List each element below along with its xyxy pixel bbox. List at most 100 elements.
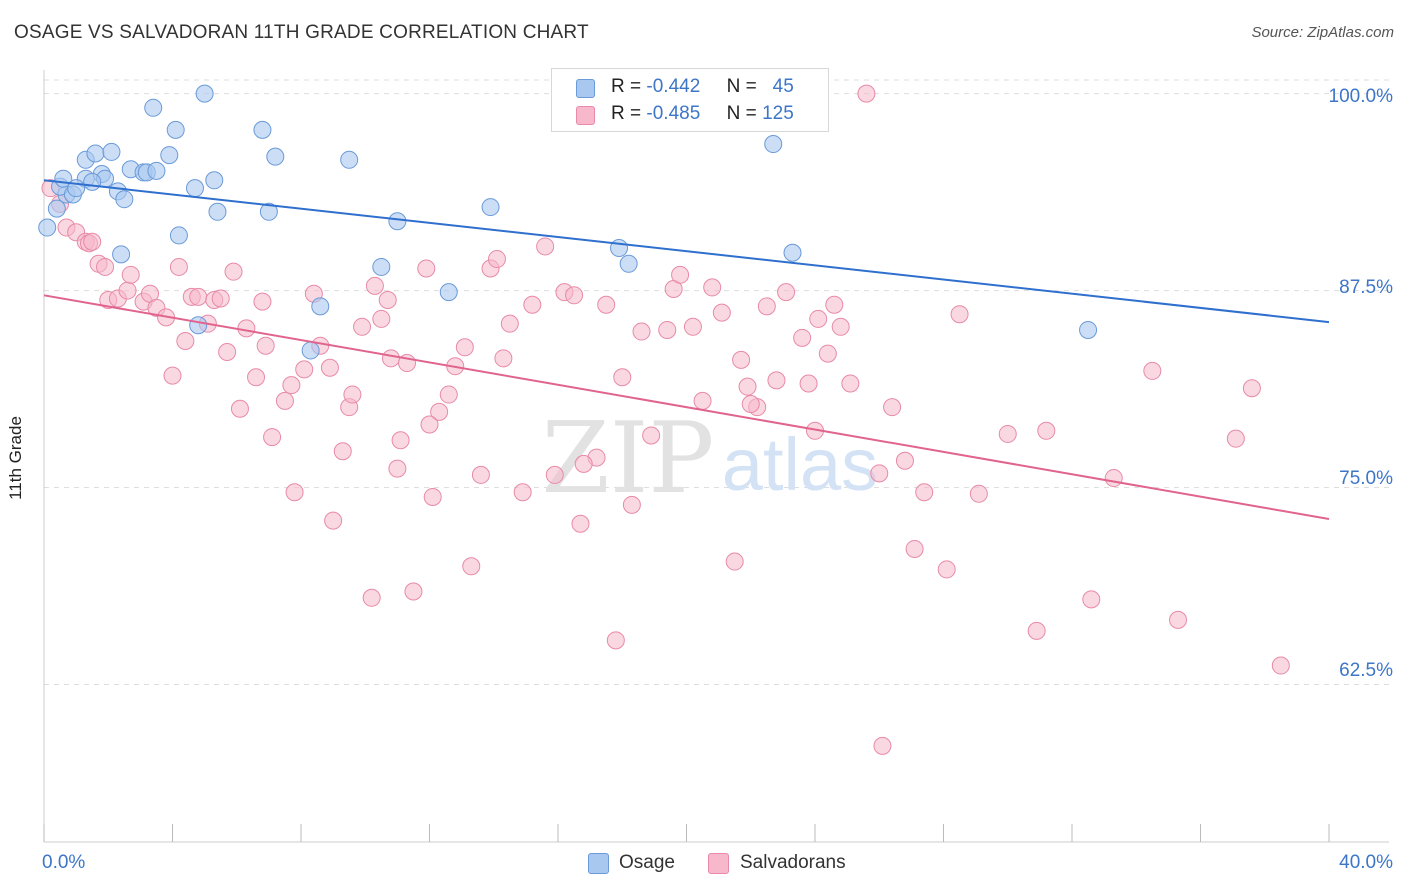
salvadorans-point-85 [703, 278, 722, 297]
osage-trend-line [43, 179, 1330, 324]
salvadorans-point-64 [494, 349, 513, 368]
legend-r-value-osage: -0.442 [646, 76, 701, 97]
salvadorans-point-106 [915, 483, 934, 502]
salvadorans-point-49 [381, 349, 400, 368]
y-tick-62-5: 62.5% [1339, 660, 1393, 681]
legend-r-value-salvadorans: -0.485 [646, 103, 701, 124]
salvadorans-point-71 [565, 286, 584, 305]
salvadorans-point-105 [905, 539, 924, 558]
salvadorans-point-97 [818, 344, 837, 363]
salvadorans-point-77 [622, 495, 641, 514]
salvadorans-point-99 [831, 317, 850, 336]
salvadorans-point-88 [732, 350, 751, 369]
salvadorans-point-60 [462, 557, 481, 576]
trend-lines [43, 179, 1330, 521]
salvadorans-point-18 [169, 257, 188, 276]
salvadorans-point-95 [799, 374, 818, 393]
salvadorans-point-114 [1104, 469, 1123, 488]
salvadorans-point-78 [632, 322, 651, 341]
legend-row-salvadorans: R = -0.485 N = 125 [552, 101, 828, 129]
salvadorans-point-33 [275, 391, 294, 410]
chart-title: OSAGE VS SALVADORAN 11TH GRADE CORRELATI… [14, 22, 589, 43]
salvadorans-point-51 [391, 431, 410, 450]
salvadorans-point-115 [1143, 361, 1162, 380]
osage-point-44 [83, 172, 102, 191]
salvadorans-point-92 [767, 371, 786, 390]
osage-point-14 [112, 245, 131, 264]
osage-point-27 [253, 120, 272, 139]
salvadorans-point-113 [1082, 590, 1101, 609]
salvadorans-point-89 [738, 377, 757, 396]
salvadorans-point-96 [809, 309, 828, 328]
salvadorans-point-63 [487, 250, 506, 269]
salvadorans-point-28 [237, 319, 256, 338]
salvadorans-point-31 [253, 292, 272, 311]
y-tick-100: 100.0% [1328, 86, 1393, 107]
salvadorans-point-26 [224, 262, 243, 281]
salvadorans-point-102 [873, 736, 892, 755]
salvadorans-point-36 [295, 360, 314, 379]
salvadorans-point-121 [741, 395, 760, 414]
salvadorans-point-19 [176, 331, 195, 350]
osage-point-38 [619, 254, 638, 273]
salvadorans-point-50 [388, 459, 407, 478]
salvadorans-point-100 [841, 374, 860, 393]
salvadorans-point-76 [613, 368, 632, 387]
axes [43, 70, 1389, 843]
salvadorans-point-30 [256, 336, 275, 355]
salvadorans-point-41 [333, 442, 352, 461]
salvadorans-point-112 [1037, 421, 1056, 440]
osage-point-0 [38, 218, 57, 237]
osage-legend-swatch [588, 853, 609, 874]
grid-lines [44, 79, 1389, 685]
salvadorans-point-65 [500, 314, 519, 333]
salvadorans-point-80 [658, 320, 677, 339]
salvadorans-point-84 [693, 391, 712, 410]
osage-legend-label: Osage [619, 852, 675, 873]
salvadorans-point-72 [571, 514, 590, 533]
salvadorans-point-61 [471, 465, 490, 484]
salvadorans-point-35 [285, 483, 304, 502]
legend-n-label: N = [726, 76, 757, 97]
x-tick-min: 0.0% [42, 852, 86, 873]
osage-point-31 [311, 297, 330, 316]
salvadorans-point-56 [430, 402, 449, 421]
legend-n-label: N = [726, 103, 757, 124]
osage-point-22 [169, 226, 188, 245]
salvadorans-point-108 [950, 305, 969, 324]
y-tick-75: 75.0% [1339, 468, 1393, 489]
salvadorans-point-123 [574, 454, 593, 473]
salvadorans-point-59 [455, 338, 474, 357]
salvadorans-point-120 [870, 464, 889, 483]
salvadorans-point-34 [282, 376, 301, 395]
salvadorans-point-46 [365, 276, 384, 295]
salvadorans-point-44 [353, 317, 372, 336]
correlation-legend: R = -0.442 N = 45 R = -0.485 N = 125 [551, 68, 829, 132]
osage-point-25 [205, 171, 224, 190]
salvadorans-point-39 [320, 358, 339, 377]
salvadorans-point-40 [324, 511, 343, 530]
salvadorans-point-6 [83, 232, 102, 251]
salvadorans-trend-line [43, 294, 1330, 521]
salvadorans-point-93 [777, 283, 796, 302]
salvadorans-point-69 [545, 465, 564, 484]
salvadorans-point-45 [362, 588, 381, 607]
salvadorans-point-47 [372, 309, 391, 328]
salvadorans-swatch [576, 106, 595, 125]
osage-point-18 [147, 161, 166, 180]
salvadorans-legend-label: Salvadorans [740, 852, 846, 873]
osage-point-28 [259, 202, 278, 221]
osage-point-40 [783, 243, 802, 262]
osage-point-23 [185, 179, 204, 198]
salvadorans-point-111 [1027, 621, 1046, 640]
osage-point-21 [166, 120, 185, 139]
osage-point-32 [340, 150, 359, 169]
osage-point-34 [388, 212, 407, 231]
salvadorans-point-57 [439, 385, 458, 404]
salvadorans-legend-swatch [708, 853, 729, 874]
salvadorans-point-101 [857, 84, 876, 103]
salvadorans-point-74 [597, 295, 616, 314]
salvadorans-point-79 [642, 426, 661, 445]
salvadorans-point-110 [998, 424, 1017, 443]
